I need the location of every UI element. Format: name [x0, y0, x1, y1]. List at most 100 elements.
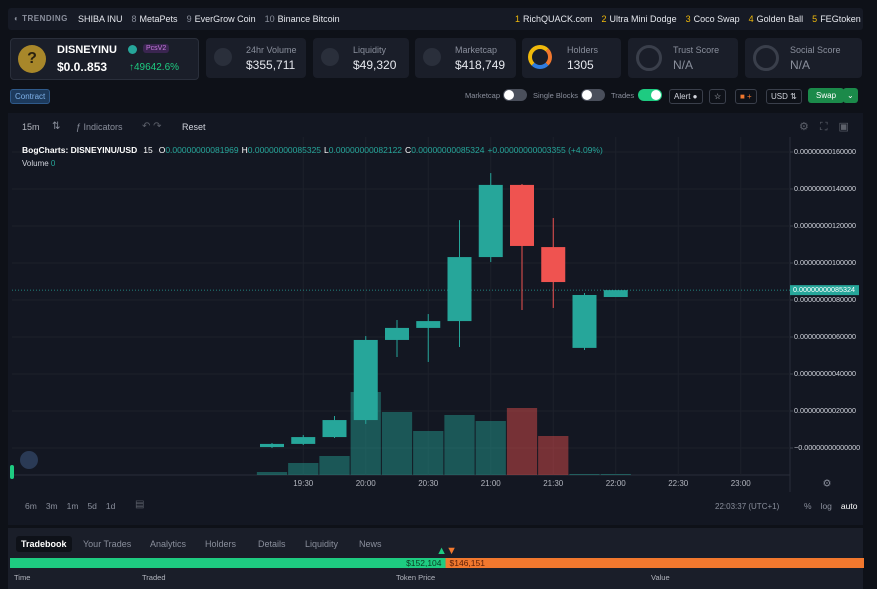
legend-item: C0.00000000085324 [405, 145, 484, 155]
trending-right: 1 RichQUACK.com 2 Ultra Mini Dodge 3 Coco Swa… [515, 14, 870, 24]
trending-name: SHIBA INU [78, 14, 123, 24]
side-handle [10, 465, 14, 479]
trending-item[interactable]: 9 EverGrow Coin [187, 14, 256, 24]
trending-name: Coco Swap [693, 14, 740, 24]
stat-label: Holders [567, 45, 599, 55]
legend-title: BogCharts: DISNEYINU/USD [22, 145, 138, 155]
table-header: Value [651, 573, 670, 582]
legend-key: H [241, 145, 248, 155]
trending-item[interactable]: 1 RichQUACK.com [515, 14, 593, 24]
trending-item[interactable]: 10 Binance Bitcoin [265, 14, 340, 24]
sell-icon: ▼ [446, 545, 457, 557]
trending-item[interactable]: 4 Golden Ball [749, 14, 804, 24]
stat-value: $355,711 [246, 58, 296, 72]
range-button[interactable]: 6m [25, 501, 37, 511]
alert-text: Alert [674, 92, 691, 101]
alert-button[interactable]: Alert ● [669, 89, 703, 104]
candle-body [603, 290, 628, 298]
stat-label: Liquidity [353, 45, 387, 55]
trending-item[interactable]: 3 Coco Swap [686, 14, 740, 24]
stat-icon [423, 48, 441, 66]
reset[interactable]: Reset [182, 122, 206, 132]
tab[interactable]: Details [258, 539, 286, 549]
legend-value: 0.00000000082122 [328, 145, 403, 155]
y-tick-label: 0.00000000160000 [794, 147, 856, 156]
stat-card: Marketcap $418,749 [415, 38, 516, 78]
undo-redo[interactable]: ↶ ↷ [142, 121, 162, 132]
volume-bar [288, 463, 319, 475]
trending-name: Golden Ball [756, 14, 804, 24]
trending-name: EverGrow Coin [194, 14, 256, 24]
candle-body [385, 327, 409, 340]
swap-button[interactable]: Swap [808, 88, 845, 103]
logo-badge [20, 451, 38, 469]
toggle-knob [582, 90, 592, 100]
x-tick-label: 23:00 [731, 479, 752, 488]
volume-value: 0 [50, 159, 56, 168]
stat-label: Trust Score [673, 45, 720, 55]
trending-name: MetaPets [139, 14, 178, 24]
swap-menu[interactable]: ⌄ [843, 88, 858, 103]
y-tick-label: 0.00000000080000 [794, 295, 856, 304]
range-button[interactable]: 1d [105, 501, 116, 511]
toggle-label: Trades [611, 91, 635, 100]
token-icon: ? [18, 45, 46, 73]
flow-label: $146,151 [450, 558, 486, 568]
scale-option[interactable]: % [804, 501, 812, 511]
star-button[interactable]: ☆ [709, 89, 727, 104]
volume-label: Volume [22, 159, 49, 168]
candle-body [260, 443, 284, 448]
legend-item: L0.00000000082122 [324, 145, 402, 155]
range-button[interactable]: 5d [87, 501, 97, 511]
range-button[interactable]: 1m [66, 501, 79, 511]
tab[interactable]: Tradebook [16, 536, 72, 552]
stat-value: 1305 [567, 58, 594, 72]
toggle-switch[interactable] [638, 89, 662, 101]
trending-item[interactable]: 8 MetaPets [132, 14, 178, 24]
toggle-switch[interactable] [581, 89, 605, 101]
scale-option[interactable]: auto [840, 501, 858, 511]
y-tick-label: 0.00000000100000 [794, 258, 856, 267]
tab[interactable]: Holders [205, 539, 237, 549]
chart-panel [8, 113, 863, 525]
volume-bar [381, 412, 413, 475]
indicators[interactable]: ƒ Indicators [76, 122, 123, 132]
date-range-icon[interactable]: ▤ [135, 499, 145, 510]
legend-key: L [324, 145, 329, 155]
stat-label: Marketcap [455, 45, 498, 55]
contract-button[interactable]: Contract [10, 89, 51, 104]
scale-option[interactable]: log [820, 501, 832, 511]
stat-label: Social Score [790, 45, 841, 55]
currency-button[interactable]: USD ⇅ [766, 89, 802, 104]
verified-icon [128, 45, 137, 54]
y-tick-label: 0.00000000140000 [794, 184, 856, 193]
currency-text: USD [771, 92, 788, 101]
tab[interactable]: Liquidity [305, 539, 339, 549]
trending-rank: 3 [685, 14, 691, 24]
interval[interactable]: 15m [22, 122, 40, 132]
wallet-button[interactable]: ■ + [735, 89, 757, 104]
stat-card: Social Score N/A [745, 38, 862, 78]
trending-label: ◐ TRENDING [14, 14, 68, 23]
tab[interactable]: Your Trades [83, 539, 132, 549]
toggle-switch[interactable] [503, 89, 527, 101]
legend-key: C [405, 145, 412, 155]
trending-item[interactable]: 5 FEGtoken [812, 14, 861, 24]
tab[interactable]: Analytics [150, 539, 187, 549]
candle-icon[interactable]: ⇅ [52, 121, 61, 132]
candle-body [572, 294, 597, 348]
y-tick-label: 0.00000000020000 [794, 406, 856, 415]
candle-body [447, 257, 472, 322]
trending-item[interactable]: 2 Ultra Mini Dodge [602, 14, 677, 24]
range-button[interactable]: 3m [45, 501, 58, 511]
trending-item[interactable]: SHIBA INU [78, 14, 123, 24]
tab[interactable]: News [359, 539, 382, 549]
trending-name: FEGtoken [820, 14, 861, 24]
settings-icon: ⚙ [823, 479, 832, 490]
token-name: DISNEYINU [57, 44, 117, 56]
x-tick-label: 22:30 [668, 479, 689, 488]
chart-tools[interactable]: ⚙⛶▣ [799, 121, 860, 133]
volume-bar [506, 408, 538, 475]
candle-body [416, 321, 441, 328]
